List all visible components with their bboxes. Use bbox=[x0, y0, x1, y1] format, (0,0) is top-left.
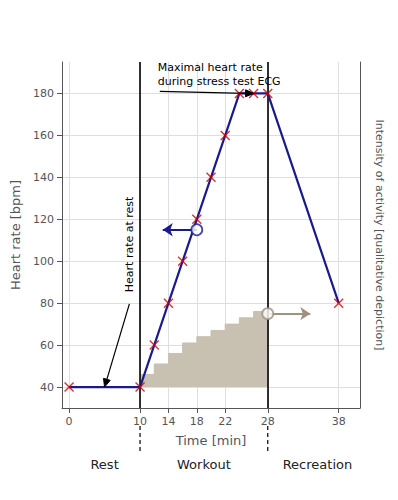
svg-text:Heart rate [bpm]: Heart rate [bpm] bbox=[8, 180, 23, 290]
svg-text:38: 38 bbox=[332, 415, 346, 428]
svg-text:100: 100 bbox=[33, 255, 54, 268]
svg-text:120: 120 bbox=[33, 213, 54, 226]
svg-text:during stress test ECG: during stress test ECG bbox=[158, 75, 281, 88]
svg-text:0: 0 bbox=[66, 415, 73, 428]
svg-text:Workout: Workout bbox=[177, 457, 231, 472]
svg-text:Maximal heart rate: Maximal heart rate bbox=[158, 61, 263, 74]
svg-text:80: 80 bbox=[40, 297, 54, 310]
svg-text:60: 60 bbox=[40, 339, 54, 352]
svg-text:14: 14 bbox=[161, 415, 175, 428]
svg-text:Heart rate at rest: Heart rate at rest bbox=[123, 196, 136, 292]
svg-text:Recreation: Recreation bbox=[283, 457, 353, 472]
svg-text:18: 18 bbox=[190, 415, 204, 428]
svg-text:Intensity of activity [qualita: Intensity of activity [qualitative depic… bbox=[373, 119, 386, 350]
svg-text:180: 180 bbox=[33, 87, 54, 100]
svg-text:140: 140 bbox=[33, 171, 54, 184]
svg-text:28: 28 bbox=[260, 415, 275, 428]
svg-text:160: 160 bbox=[33, 129, 54, 142]
svg-text:Time [min]: Time [min] bbox=[175, 433, 247, 448]
svg-text:22: 22 bbox=[218, 415, 232, 428]
svg-text:Rest: Rest bbox=[90, 457, 118, 472]
svg-text:40: 40 bbox=[40, 381, 54, 394]
svg-text:10: 10 bbox=[133, 415, 147, 428]
